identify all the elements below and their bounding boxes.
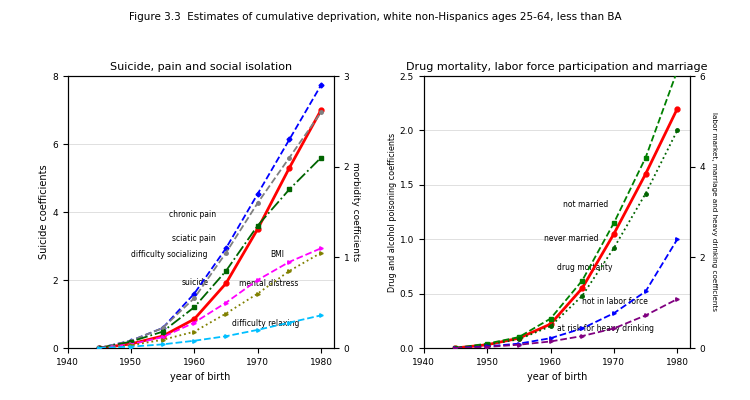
Text: sciatic pain: sciatic pain — [172, 234, 216, 243]
Text: chronic pain: chronic pain — [169, 210, 216, 218]
Text: mental distress: mental distress — [238, 279, 298, 288]
Y-axis label: Suicide coefficients: Suicide coefficients — [39, 165, 50, 259]
Text: at risk for heavy drinking: at risk for heavy drinking — [556, 324, 654, 332]
Y-axis label: morbidity coefficients: morbidity coefficients — [351, 162, 360, 262]
Text: drug mortality: drug mortality — [556, 263, 612, 272]
Text: suicide: suicide — [182, 278, 209, 287]
Text: difficulty relaxing: difficulty relaxing — [232, 319, 300, 328]
Text: never married: never married — [544, 234, 598, 243]
Title: Drug mortality, labor force participation and marriage: Drug mortality, labor force participatio… — [406, 62, 708, 72]
Title: Suicide, pain and social isolation: Suicide, pain and social isolation — [110, 62, 292, 72]
X-axis label: year of birth: year of birth — [170, 372, 231, 382]
Text: difficulty socializing: difficulty socializing — [131, 250, 208, 259]
Y-axis label: labor market, marriage and heavy drinking coefficients: labor market, marriage and heavy drinkin… — [710, 112, 716, 312]
Y-axis label: Drug and alcohol poisoning coefficients: Drug and alcohol poisoning coefficients — [388, 132, 397, 292]
Text: BMI: BMI — [270, 250, 284, 259]
Text: Figure 3.3  Estimates of cumulative deprivation, white non-Hispanics ages 25-64,: Figure 3.3 Estimates of cumulative depri… — [129, 12, 621, 22]
Text: not married: not married — [563, 200, 608, 208]
X-axis label: year of birth: year of birth — [526, 372, 587, 382]
Text: not in labor force: not in labor force — [582, 298, 648, 306]
